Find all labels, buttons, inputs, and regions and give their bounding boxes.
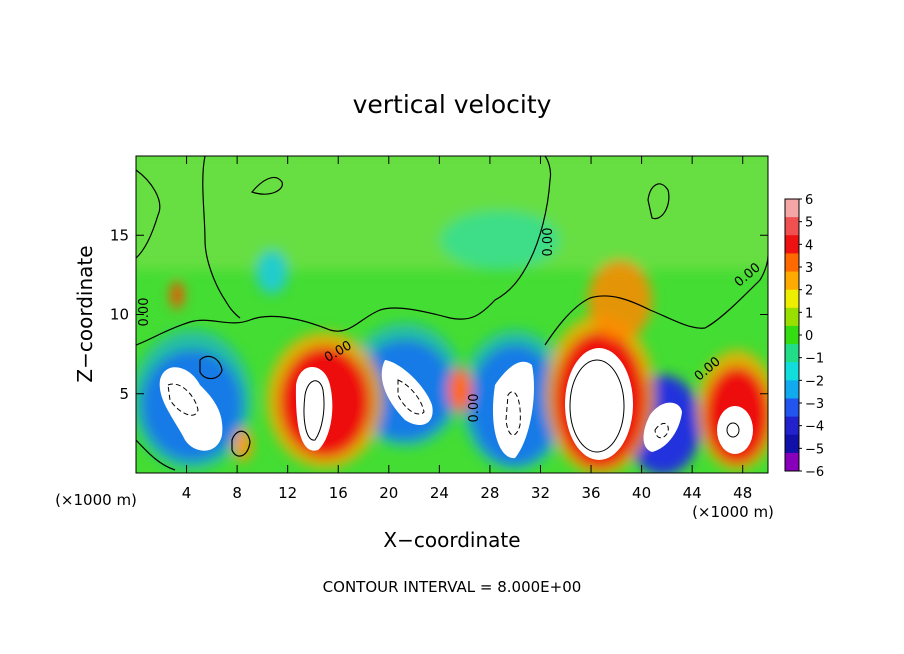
colorbar-label: −4 [805, 420, 824, 435]
colorbar-swatch [785, 344, 799, 363]
x-tick-label: 44 [683, 484, 702, 502]
colorbar: 6 5 4 3 2 1 0 −1 −2 −3 −4 −5 −6 [784, 193, 824, 480]
colorbar-label: −1 [805, 352, 824, 367]
contour-line [136, 439, 176, 471]
contour-negative [505, 391, 521, 436]
saturated-cores [159, 348, 753, 460]
contour-line [250, 177, 283, 195]
updraft-cell-4 [448, 368, 472, 412]
contour-label: 0.00 [541, 228, 556, 257]
x-tick-label: 32 [531, 484, 550, 502]
y-tick-label: 15 [110, 226, 129, 244]
core-neg-3 [381, 360, 433, 425]
colorbar-label: −5 [805, 442, 824, 457]
contour-line [199, 355, 223, 380]
colorbar-swatch [785, 434, 799, 454]
contour-positive [726, 422, 740, 438]
contour-interval: CONTOUR INTERVAL = 8.000E+00 [323, 578, 582, 596]
x-axis-label: X−coordinate [383, 528, 520, 552]
colorbar-swatch [785, 380, 799, 399]
contour-negative [397, 379, 425, 415]
contour-label: 0.00 [137, 298, 152, 327]
colorbar-swatch [785, 289, 799, 309]
chart-title: vertical velocity [353, 90, 552, 119]
y-tick-label: 10 [110, 306, 129, 324]
colorbar-label: 2 [805, 284, 813, 299]
core-pos-8 [717, 406, 753, 454]
small-updraft [234, 429, 252, 461]
contour-line [136, 156, 552, 346]
colorbar-swatch [785, 217, 799, 236]
colorbar-label: 3 [805, 261, 813, 276]
core-neg-7 [643, 402, 682, 452]
colorbar-swatch [785, 307, 799, 327]
colorbar-swatch [785, 398, 799, 418]
colorbar-swatch [785, 253, 799, 273]
x-unit-right: (×1000 m) [692, 503, 774, 521]
zero-contours [136, 156, 768, 471]
interval-contours [167, 359, 740, 453]
colorbar-label: 5 [805, 216, 813, 231]
x-axis-ticks: 4 8 12 16 20 24 28 32 36 40 44 48 [182, 156, 752, 502]
y-axis-ticks: 5 10 15 [110, 226, 768, 403]
small-updraft [171, 281, 183, 309]
colorbar-label: 0 [805, 329, 813, 344]
x-tick-label: 12 [278, 484, 297, 502]
x-unit-left: (×1000 m) [55, 491, 137, 509]
cyan-patch [440, 210, 560, 270]
x-tick-label: 4 [182, 484, 192, 502]
contour-line [136, 169, 161, 259]
contour-line [544, 255, 768, 346]
contour-line [231, 430, 251, 457]
x-tick-label: 28 [480, 484, 499, 502]
x-tick-label: 16 [329, 484, 348, 502]
cyan-patch [256, 250, 288, 294]
core-neg-5 [492, 361, 535, 459]
colorbar-label: 1 [805, 306, 813, 321]
colorbar-label: −3 [805, 397, 824, 412]
x-tick-label: 20 [379, 484, 398, 502]
colorbar-label: 4 [805, 238, 813, 253]
colorbar-label: 6 [805, 193, 813, 208]
colorbar-swatch [785, 199, 799, 218]
x-tick-label: 40 [632, 484, 651, 502]
plot-area: 0.00 0.00 0.00 0.00 0.00 0.00 [136, 156, 768, 473]
colorbar-swatch [785, 362, 799, 381]
contour-negative [167, 383, 199, 416]
x-tick-label: 24 [430, 484, 449, 502]
contour-positive [569, 359, 625, 453]
x-tick-label: 48 [733, 484, 752, 502]
core-neg-1 [159, 367, 223, 451]
contour-line [647, 183, 670, 220]
y-tick-label: 5 [119, 385, 129, 403]
colorbar-swatch [785, 271, 799, 291]
x-tick-label: 36 [581, 484, 600, 502]
contour-line [202, 156, 241, 319]
colorbar-swatch [785, 325, 799, 345]
y-axis-label: Z−coordinate [73, 245, 97, 382]
colorbar-label: −2 [805, 374, 824, 389]
contour-negative [654, 423, 669, 439]
upper-updraft [588, 260, 652, 340]
colorbar-swatch [785, 452, 799, 472]
colorbar-swatch [785, 416, 799, 436]
contour-positive [303, 380, 325, 441]
core-pos-2 [295, 366, 333, 451]
x-tick-label: 8 [232, 484, 242, 502]
contour-label: 0.00 [467, 394, 482, 423]
core-pos-6 [565, 348, 633, 460]
colorbar-label: −6 [805, 465, 824, 480]
colorbar-swatch [785, 235, 799, 254]
